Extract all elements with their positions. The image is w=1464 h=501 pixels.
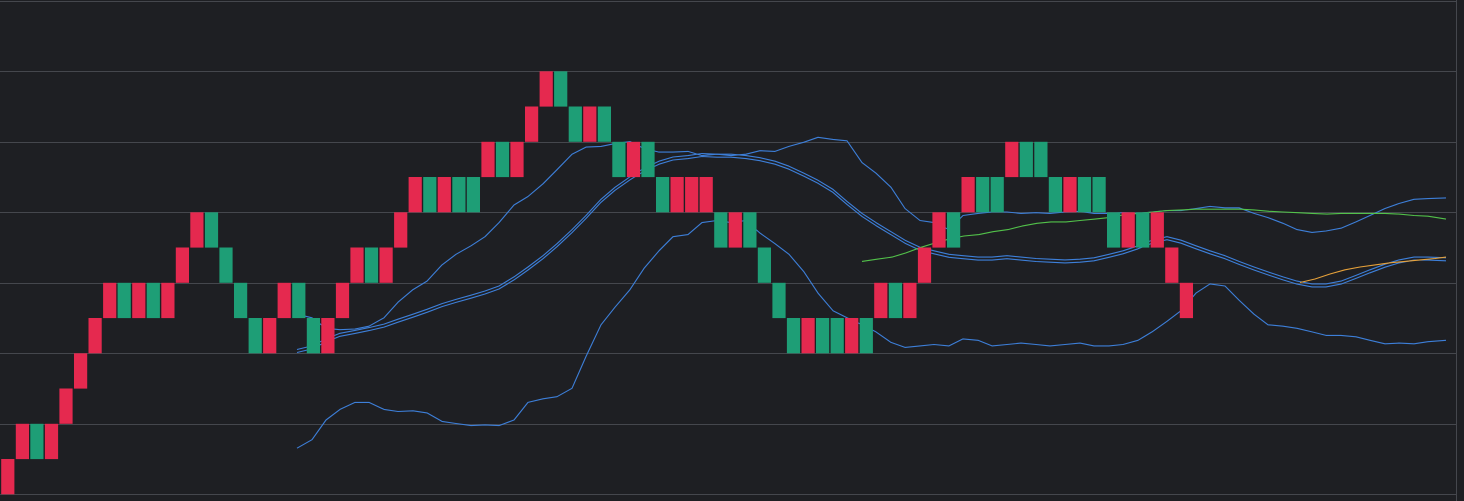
- up-brick: [1019, 141, 1033, 178]
- down-brick: [685, 177, 699, 213]
- down-brick: [1063, 177, 1077, 213]
- down-brick: [103, 282, 117, 319]
- down-brick: [801, 318, 815, 354]
- down-brick: [874, 282, 888, 319]
- up-brick: [292, 282, 306, 319]
- down-brick: [15, 423, 29, 460]
- up-brick: [714, 212, 728, 248]
- down-brick: [1, 459, 15, 495]
- up-brick: [117, 282, 131, 319]
- up-brick: [248, 318, 262, 354]
- up-brick: [612, 141, 626, 178]
- down-brick: [699, 177, 713, 213]
- down-brick: [59, 388, 73, 424]
- down-brick: [379, 247, 393, 283]
- down-brick: [539, 71, 553, 107]
- down-brick: [1005, 141, 1019, 178]
- down-brick: [728, 212, 742, 248]
- down-brick: [277, 282, 291, 319]
- up-brick: [466, 177, 480, 213]
- down-brick: [1121, 212, 1135, 248]
- up-brick: [495, 141, 510, 178]
- down-brick: [321, 318, 335, 354]
- up-brick: [1136, 212, 1150, 248]
- up-brick: [859, 318, 873, 354]
- down-brick: [1150, 212, 1164, 248]
- up-brick: [990, 177, 1004, 213]
- down-brick: [845, 318, 859, 354]
- up-brick: [146, 282, 160, 319]
- down-brick: [394, 212, 408, 248]
- down-brick: [583, 106, 597, 142]
- up-brick: [1077, 177, 1092, 213]
- down-brick: [903, 282, 917, 319]
- up-brick: [656, 177, 670, 213]
- down-brick: [161, 282, 175, 319]
- bollinger-upper-series: [296, 136, 1447, 331]
- up-brick: [888, 282, 902, 319]
- up-brick: [219, 247, 233, 283]
- up-brick: [597, 106, 611, 142]
- renko-bricks: [1, 71, 1193, 495]
- down-brick: [510, 141, 524, 178]
- bollinger-middle-series: [296, 152, 1447, 351]
- up-brick: [1092, 177, 1106, 213]
- indicator-lines: [296, 136, 1447, 449]
- down-brick: [190, 212, 204, 248]
- up-brick: [452, 177, 466, 213]
- up-brick: [757, 247, 771, 283]
- up-brick: [772, 282, 786, 319]
- up-brick: [364, 247, 379, 283]
- down-brick: [525, 106, 539, 142]
- up-brick: [1048, 177, 1062, 213]
- up-brick: [204, 212, 219, 248]
- down-brick: [335, 282, 350, 319]
- down-brick: [88, 318, 102, 354]
- down-brick: [44, 423, 59, 460]
- down-brick: [481, 141, 495, 178]
- down-brick: [670, 177, 684, 213]
- up-brick: [976, 177, 990, 213]
- down-brick: [626, 141, 641, 178]
- up-brick: [568, 106, 582, 142]
- down-brick: [350, 247, 364, 283]
- down-brick: [408, 177, 422, 213]
- up-brick: [423, 177, 437, 213]
- down-brick: [263, 318, 277, 354]
- up-brick: [30, 423, 44, 460]
- up-brick: [830, 318, 844, 354]
- up-brick: [743, 212, 757, 248]
- down-brick: [437, 177, 451, 213]
- up-brick: [816, 318, 830, 354]
- down-brick: [1165, 247, 1179, 283]
- up-brick: [1034, 141, 1048, 178]
- up-brick: [234, 282, 248, 319]
- up-brick: [1107, 212, 1121, 248]
- up-brick: [306, 318, 320, 354]
- down-brick: [961, 177, 975, 213]
- up-brick: [554, 71, 568, 107]
- up-brick: [786, 318, 801, 354]
- orange-line-series: [1299, 256, 1447, 284]
- up-brick: [947, 212, 961, 248]
- down-brick: [1179, 282, 1193, 319]
- down-brick: [132, 282, 146, 319]
- down-brick: [917, 247, 932, 283]
- down-brick: [175, 247, 189, 283]
- down-brick: [932, 212, 946, 248]
- bollinger-middle-secondary-series: [296, 155, 1447, 354]
- down-brick: [74, 353, 88, 389]
- up-brick: [641, 141, 655, 178]
